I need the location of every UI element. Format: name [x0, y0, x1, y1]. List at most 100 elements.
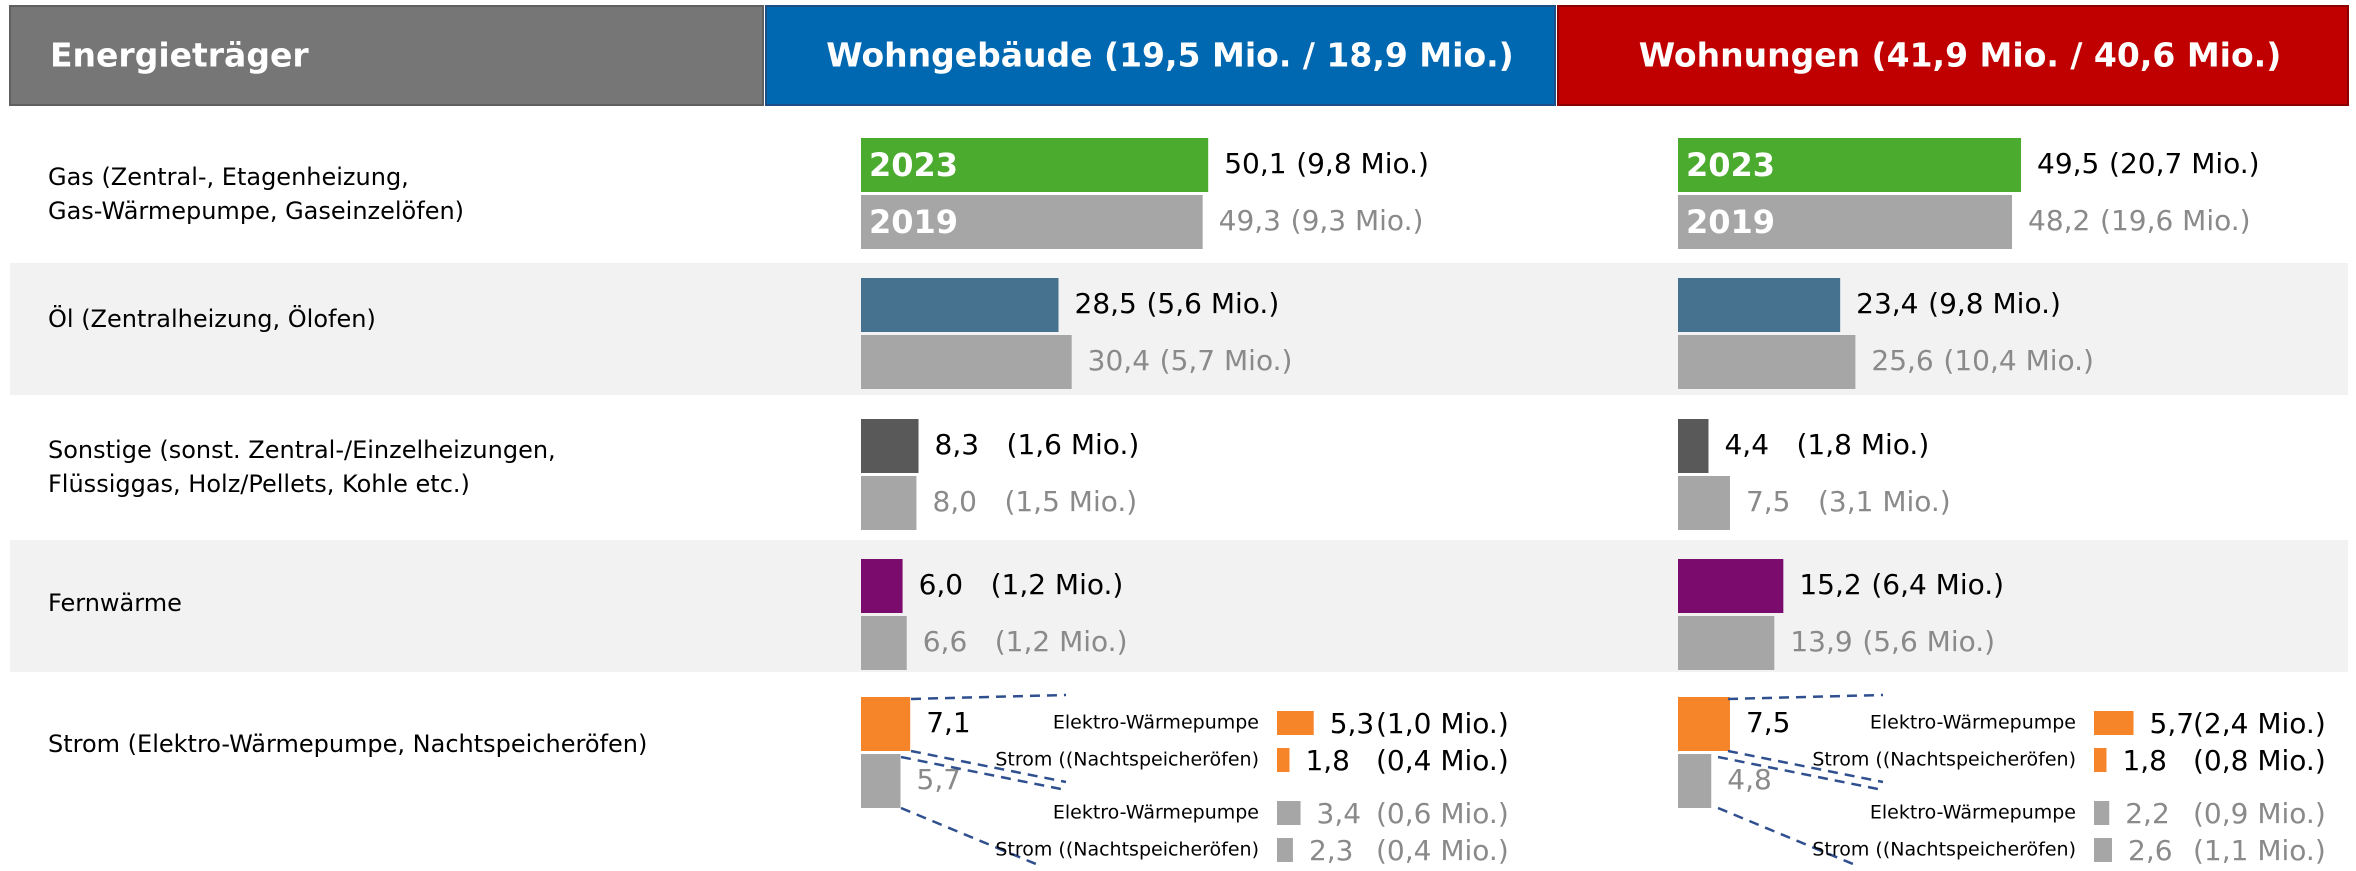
year-label: 2019	[1686, 203, 1775, 241]
header-label: Energieträger	[50, 36, 309, 75]
connector	[1717, 755, 1884, 792]
breakdown-value: 2,6	[2128, 834, 2173, 867]
count-label: (9,3 Mio.)	[1291, 204, 1424, 237]
breakdown-name: Elektro-Wärmepumpe	[1870, 712, 2076, 734]
value-label: 50,1	[1224, 147, 1286, 180]
bar	[1678, 335, 1856, 389]
count-label: (19,6 Mio.)	[2100, 204, 2251, 237]
breakdown-count: (0,4 Mio.)	[1376, 744, 1509, 777]
value-label: 28,5	[1075, 287, 1137, 320]
count-label: (9,8 Mio.)	[1296, 147, 1429, 180]
breakdown-count: (2,4 Mio.)	[2193, 707, 2326, 740]
count-label: (1,2 Mio.)	[991, 568, 1124, 601]
value-label: 25,6	[1871, 344, 1933, 377]
connector	[900, 806, 1037, 866]
breakdown-bar	[2094, 838, 2113, 862]
value-label: 4,8	[1727, 763, 1772, 796]
breakdown-name: Strom ((Nachtspeicheröfen)	[1812, 839, 2076, 861]
value-label: 49,5	[2037, 147, 2099, 180]
connector	[900, 755, 1067, 792]
bar	[861, 419, 919, 473]
bar	[1678, 138, 2022, 192]
count-label: (5,7 Mio.)	[1160, 344, 1293, 377]
row-label: Öl (Zentralheizung, Ölofen)	[48, 304, 376, 333]
count-label: (1,5 Mio.)	[1004, 485, 1137, 518]
year-label: 2023	[1686, 146, 1775, 184]
breakdown-count: (0,6 Mio.)	[1376, 797, 1509, 830]
breakdown-bar	[1277, 801, 1301, 825]
breakdown-value: 2,3	[1309, 834, 1354, 867]
breakdown-count: (1,1 Mio.)	[2193, 834, 2326, 867]
value-label: 15,2	[1799, 568, 1861, 601]
count-label: (5,6 Mio.)	[1147, 287, 1280, 320]
row-band	[10, 540, 2348, 672]
row-band	[10, 263, 2348, 395]
breakdown-bar	[2094, 748, 2107, 772]
bar	[861, 278, 1059, 332]
value-label: 8,0	[932, 485, 977, 518]
bar	[1678, 697, 1730, 751]
header-label: Wohngebäude (19,5 Mio. / 18,9 Mio.)	[826, 36, 1514, 75]
value-label: 4,4	[1724, 428, 1769, 461]
count-label: (20,7 Mio.)	[2109, 147, 2260, 180]
bar	[861, 754, 901, 808]
breakdown-count: (0,8 Mio.)	[2193, 744, 2326, 777]
value-label: 7,5	[1746, 485, 1791, 518]
value-label: 6,0	[919, 568, 964, 601]
bar	[1678, 559, 1784, 613]
breakdown-bar	[2094, 711, 2134, 735]
row-label: Sonstige (sonst. Zentral-/Einzelheizunge…	[48, 436, 556, 464]
breakdown-bar	[2094, 801, 2110, 825]
breakdown-name: Elektro-Wärmepumpe	[1870, 802, 2076, 824]
bar	[861, 697, 911, 751]
breakdown-name: Elektro-Wärmepumpe	[1053, 802, 1259, 824]
bar	[1678, 476, 1730, 530]
breakdown-value: 1,8	[1305, 744, 1350, 777]
value-label: 7,1	[926, 706, 971, 739]
breakdown-name: Strom ((Nachtspeicheröfen)	[995, 749, 1259, 771]
value-label: 6,6	[923, 625, 968, 658]
row-label: Fernwärme	[48, 589, 182, 617]
connector	[1717, 806, 1854, 866]
count-label: (9,8 Mio.)	[1928, 287, 2061, 320]
bar	[861, 616, 907, 670]
breakdown-value: 1,8	[2122, 744, 2167, 777]
bar	[1678, 278, 1841, 332]
value-label: 7,5	[1746, 706, 1791, 739]
row-label: Flüssiggas, Holz/Pellets, Kohle etc.)	[48, 470, 470, 498]
count-label: (10,4 Mio.)	[1943, 344, 2094, 377]
value-label: 8,3	[935, 428, 980, 461]
bar	[1678, 419, 1709, 473]
breakdown-value: 5,7	[2150, 707, 2195, 740]
header-cell	[9, 5, 764, 106]
value-label: 23,4	[1856, 287, 1918, 320]
bar	[1678, 754, 1712, 808]
count-label: (1,6 Mio.)	[1007, 428, 1140, 461]
breakdown-bar	[1277, 838, 1293, 862]
bar	[861, 138, 1209, 192]
breakdown-name: Strom ((Nachtspeicheröfen)	[1812, 749, 2076, 771]
breakdown-value: 5,3	[1330, 707, 1375, 740]
breakdown-name: Elektro-Wärmepumpe	[1053, 712, 1259, 734]
count-label: (1,8 Mio.)	[1796, 428, 1929, 461]
row-label: Gas-Wärmepumpe, Gaseinzelöfen)	[48, 197, 464, 225]
bar	[861, 195, 1203, 249]
header-cell	[1557, 5, 2349, 106]
year-label: 2023	[869, 146, 958, 184]
count-label: (5,6 Mio.)	[1862, 625, 1995, 658]
breakdown-value: 2,2	[2125, 797, 2170, 830]
header-cell	[765, 5, 1556, 106]
row-label: Gas (Zentral-, Etagenheizung,	[48, 163, 409, 191]
value-label: 48,2	[2028, 204, 2090, 237]
breakdown-count: (1,0 Mio.)	[1376, 707, 1509, 740]
breakdown-count: (0,9 Mio.)	[2193, 797, 2326, 830]
connector	[910, 749, 1067, 784]
breakdown-name: Strom ((Nachtspeicheröfen)	[995, 839, 1259, 861]
value-label: 49,3	[1219, 204, 1281, 237]
value-label: 30,4	[1088, 344, 1150, 377]
breakdown-bar	[1277, 711, 1314, 735]
count-label: (3,1 Mio.)	[1818, 485, 1951, 518]
count-label: (6,4 Mio.)	[1871, 568, 2004, 601]
year-label: 2019	[869, 203, 958, 241]
connector	[1727, 749, 1884, 784]
